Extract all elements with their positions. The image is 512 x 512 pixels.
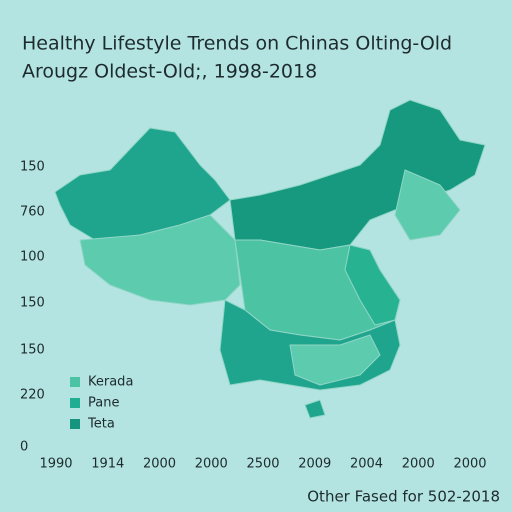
x-axis-label: 2000 — [195, 457, 228, 472]
region — [289, 334, 381, 386]
y-axis-label: 150 — [20, 160, 45, 175]
x-axis-label: 2000 — [402, 457, 435, 472]
legend: Kerada Pane Teta — [70, 375, 133, 432]
y-axis-label: 760 — [20, 205, 45, 220]
x-axis-label: 2500 — [246, 457, 279, 472]
x-axis-label: 1914 — [91, 457, 124, 472]
legend-label: Teta — [87, 417, 115, 432]
island — [304, 399, 326, 419]
x-axis-label: 2000 — [143, 457, 176, 472]
legend-label: Pane — [88, 396, 119, 411]
legend-swatch — [70, 377, 80, 387]
map — [54, 99, 486, 419]
y-axis-label: 150 — [20, 343, 45, 358]
y-axis-label: 100 — [20, 250, 45, 265]
y-axis-label: 150 — [20, 296, 45, 311]
legend-swatch — [70, 419, 80, 429]
region — [394, 169, 461, 241]
legend-label: Kerada — [88, 375, 133, 390]
x-axis-label: 2009 — [298, 457, 331, 472]
title-line: Healthy Lifestyle Trends on Chinas Oltin… — [22, 33, 452, 55]
x-axis-label: 1990 — [39, 457, 72, 472]
y-axis-label: 220 — [20, 388, 45, 403]
title-line: Arougz Oldest-Old;, 1998-2018 — [22, 61, 317, 83]
x-axis-label: 2004 — [350, 457, 383, 472]
x-axis-label: 2000 — [453, 457, 486, 472]
region — [79, 214, 241, 306]
y-axis-label: 0 — [20, 440, 28, 455]
legend-swatch — [70, 398, 80, 408]
footer-note: Other Fased for 502-2018 — [307, 488, 500, 506]
